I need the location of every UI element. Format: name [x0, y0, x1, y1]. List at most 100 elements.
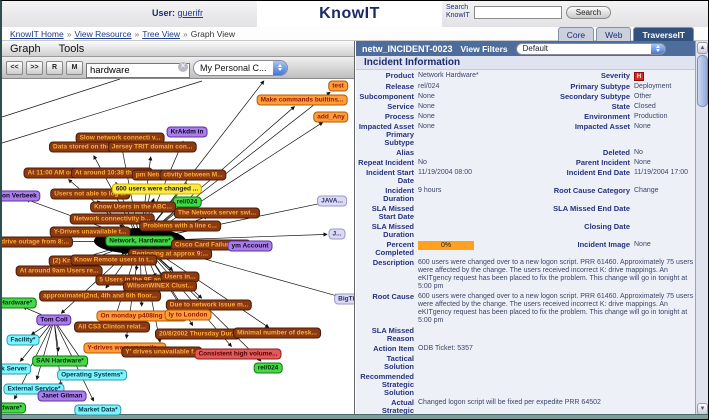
field-value: 9 hours — [418, 187, 442, 194]
field-label: Recommended Strategic Solution — [360, 372, 414, 397]
graph-node[interactable]: Beginning at approx 9:... — [128, 248, 212, 260]
graph-node[interactable]: rdware* — [2, 402, 26, 414]
graph-node[interactable]: J... — [328, 228, 346, 240]
field-value: rel/024 — [418, 83, 440, 90]
incident-panel: netw_INCIDENT-0023 View Filters Default … — [356, 41, 708, 416]
breadcrumb-link-tree-view[interactable]: Tree View — [142, 29, 180, 39]
graph-node[interactable]: ly to London — [164, 309, 212, 321]
breadcrumb-link-home[interactable]: KnowIT Home — [10, 29, 64, 39]
graph-node[interactable]: Market Data* — [74, 404, 122, 416]
field-row: Repeat Incident No Parent Incident None — [358, 159, 695, 167]
graph-node[interactable]: KrAkdm in — [166, 126, 208, 138]
graph-search-input[interactable] — [86, 63, 190, 78]
field-value: None — [634, 159, 651, 166]
graph-node[interactable]: Know Users in the ABC... — [90, 201, 176, 213]
field-label: Description — [372, 258, 414, 267]
field-value: None — [418, 93, 435, 100]
field-label: Process — [384, 112, 414, 121]
graph-node[interactable]: test — [328, 80, 348, 92]
field-value: Closed — [634, 103, 656, 110]
graph-node[interactable]: k Server — [2, 363, 31, 375]
search-button[interactable]: Search — [565, 5, 612, 19]
field-row: Service None State Closed — [358, 103, 695, 111]
field-label: SLA Missed Reason — [371, 326, 414, 343]
graph-node[interactable]: ym Account — [227, 240, 273, 252]
field-row: SLA Missed Start Date SLA Missed End Date — [358, 205, 695, 221]
field-value: No — [634, 149, 643, 156]
field-label: Alias — [396, 148, 414, 157]
graph-node[interactable]: Problems with a line c... — [139, 220, 221, 232]
breadcrumb-separator: » — [182, 29, 188, 39]
graph-node[interactable]: Y' drives unavailable f... — [121, 346, 203, 358]
search-block: Search KnowIT Search — [446, 4, 612, 20]
severity-badge: H — [634, 72, 644, 81]
field-value — [418, 355, 695, 371]
scrollbar[interactable]: ▲ ▼ — [695, 41, 708, 416]
tab-web[interactable]: Web — [596, 27, 632, 41]
breadcrumb-bar: KnowIT Home» View Resource» Tree View» Grap… — [2, 27, 708, 41]
graph-node[interactable]: Facility* — [6, 334, 40, 346]
graph-node[interactable]: Janet Gilman — [37, 390, 87, 402]
scroll-up-icon[interactable]: ▲ — [697, 42, 708, 54]
clear-search-icon[interactable]: ✕ — [178, 62, 188, 72]
graph-node[interactable]: ctivity between M... — [159, 169, 227, 181]
graph-node[interactable]: BigTic — [334, 293, 354, 305]
m-button[interactable]: M — [66, 60, 83, 75]
breadcrumb-link-view-resource[interactable]: View Resource — [74, 29, 132, 39]
menu-item-tools[interactable]: Tools — [58, 42, 85, 55]
graph-node[interactable]: Consistent high volume... — [194, 348, 282, 360]
field-row: Subcomponent None Secondary Subtype Other — [358, 93, 695, 101]
graph-node[interactable]: Make commands builtins... — [256, 94, 348, 106]
graph-node[interactable]: Know Remote users in t... — [70, 254, 158, 266]
graph-node[interactable]: Y-drive outage from 8:... — [2, 236, 74, 248]
graph-node[interactable]: rel/024 — [172, 196, 202, 208]
scrollbar-thumb[interactable] — [697, 55, 708, 107]
username-link[interactable]: guerifr — [177, 8, 204, 18]
graph-canvas[interactable]: run cygwin batstestMake commands builtin… — [2, 79, 354, 416]
filter-dropdown[interactable]: Default — [515, 42, 666, 55]
app-logo: KnowIT — [319, 5, 380, 22]
graph-node[interactable]: 600 users were changed ... — [111, 183, 203, 195]
tab-traverseit[interactable]: TraverseIT — [633, 27, 694, 41]
graph-node[interactable]: All CS3 Clinton relat... — [74, 321, 150, 333]
field-label: Percent Completed — [375, 240, 414, 257]
field-value: None — [418, 123, 435, 130]
breadcrumb: KnowIT Home» View Resource» Tree View» Grap… — [10, 29, 235, 39]
graph-node[interactable]: r Hardware* — [2, 297, 37, 309]
field-row: Incident Duration 9 hours Root Cause Categ… — [358, 187, 695, 203]
graph-node[interactable]: Operating Systems* — [57, 369, 127, 381]
graph-node[interactable]: Minimal number of desk... — [233, 327, 321, 339]
graph-node[interactable]: SAN Hardware* — [32, 355, 88, 367]
field-label: Incident Duration — [383, 186, 414, 203]
field-value — [418, 205, 534, 221]
graph-node[interactable]: Network connectivity b... — [69, 213, 155, 225]
graph-node[interactable]: Jersey TRIT domain con... — [107, 141, 197, 153]
search-knowit-label: Search KnowIT — [446, 4, 470, 19]
dropdown-stepper-icon — [650, 43, 665, 54]
search-knowit-input[interactable] — [473, 5, 562, 19]
field-row: Release rel/024 Primary Subtype Deployment — [358, 83, 695, 91]
collection-dropdown[interactable]: My Personal C... — [193, 59, 288, 76]
field-label: Secondary Subtype — [559, 92, 630, 101]
field-label: Impacted Asset — [574, 122, 630, 131]
tab-core[interactable]: Core — [557, 27, 595, 41]
field-label: Subcomponent — [359, 92, 414, 101]
graph-node[interactable]: At around 9am Users re... — [15, 265, 103, 277]
graph-node[interactable]: add_Any — [313, 111, 349, 123]
menu-item-graph[interactable]: Graph — [10, 42, 41, 55]
view-filters-label: View Filters — [460, 43, 508, 54]
graph-node[interactable]: JAVA... — [317, 195, 347, 207]
graph-node[interactable]: Y-Drives unavailable t... — [49, 226, 131, 238]
graph-node[interactable]: approximatel(2nd, 4th and 6th floor... — [39, 290, 161, 302]
field-value — [418, 223, 534, 239]
forward-button[interactable]: >> — [26, 60, 43, 75]
graph-node[interactable]: The Network server swi... — [173, 207, 261, 219]
graph-node[interactable]: 20/8/2002 Thursday Dur... — [154, 328, 242, 340]
graph-node[interactable]: rel/024 — [253, 362, 283, 374]
graph-node[interactable]: Network, Hardware* — [105, 235, 175, 247]
graph-node[interactable]: Tom Coll — [36, 314, 72, 326]
graph-node[interactable]: Ron Verbeek — [2, 190, 41, 202]
graph-node[interactable]: External Service* — [3, 383, 65, 395]
r-button[interactable]: R — [46, 60, 63, 75]
back-button[interactable]: << — [6, 60, 23, 75]
